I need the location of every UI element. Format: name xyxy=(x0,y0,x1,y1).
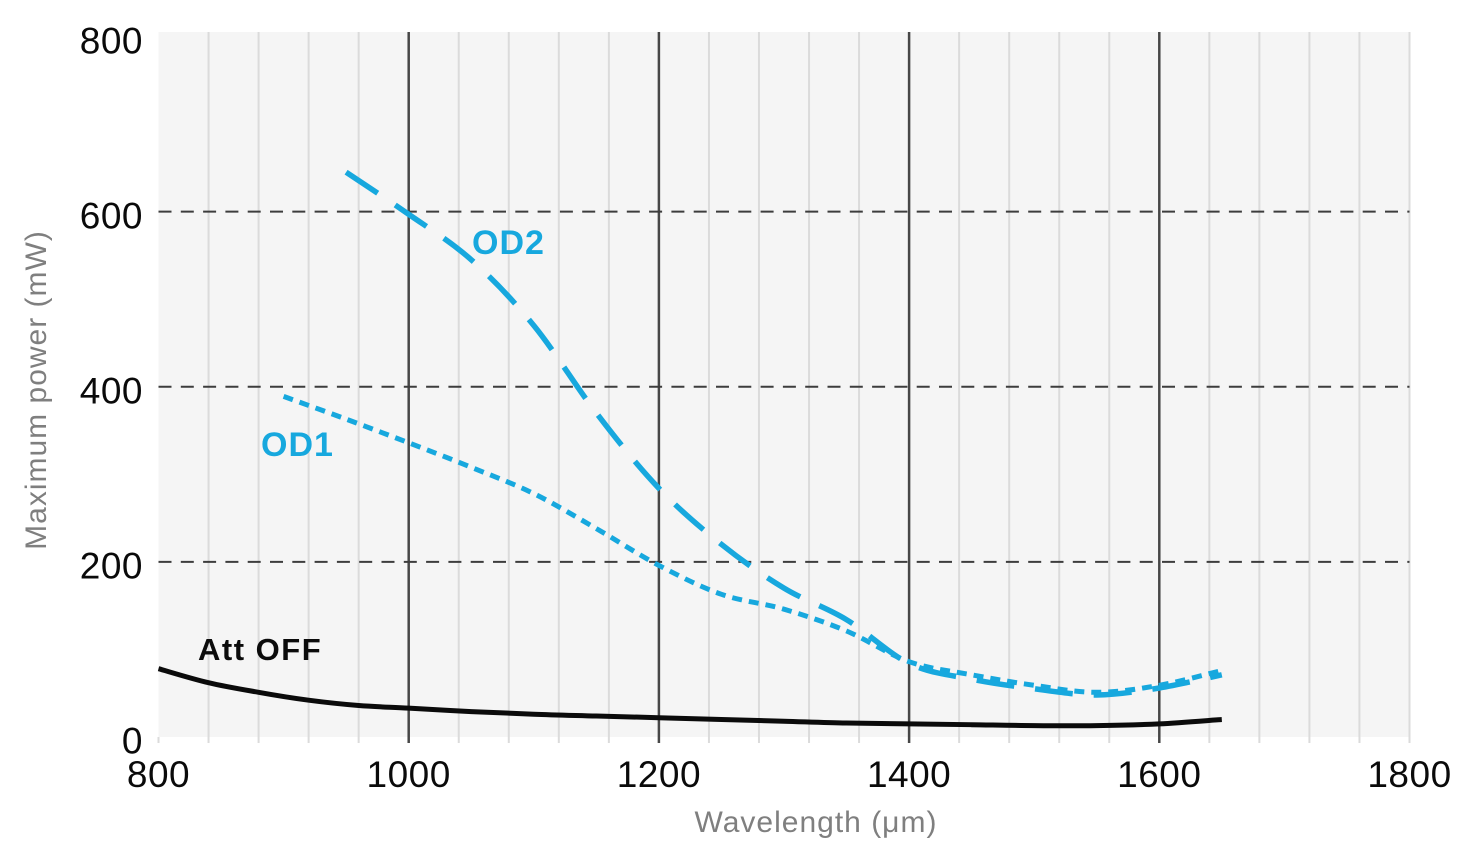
plot-background xyxy=(158,32,1410,737)
y-tick-label: 600 xyxy=(79,195,143,237)
series-label-att-off: Att OFF xyxy=(198,632,323,667)
x-tick-label: 1600 xyxy=(1117,754,1202,795)
x-tick-label: 1800 xyxy=(1367,754,1452,795)
y-tick-label: 400 xyxy=(79,370,143,412)
y-tick-label: 0 xyxy=(121,720,143,762)
y-tick-label: 800 xyxy=(79,20,143,61)
x-tick-label: 1200 xyxy=(616,754,702,795)
x-tick-label: 1000 xyxy=(366,754,451,795)
y-tick-label: 200 xyxy=(79,545,143,587)
x-tick-label: 1400 xyxy=(866,754,952,795)
y-axis-title: Maximum power (mW) xyxy=(20,230,53,550)
series-label-od1: OD1 xyxy=(261,426,334,464)
series-line-att-off xyxy=(157,666,1222,729)
series-line-od1 xyxy=(282,394,1223,695)
x-axis-title: Wavelength (μm) xyxy=(694,806,938,839)
series-line-od2 xyxy=(344,169,1223,698)
x-tick-label: 800 xyxy=(126,754,191,795)
series-label-od2: OD2 xyxy=(472,224,545,262)
